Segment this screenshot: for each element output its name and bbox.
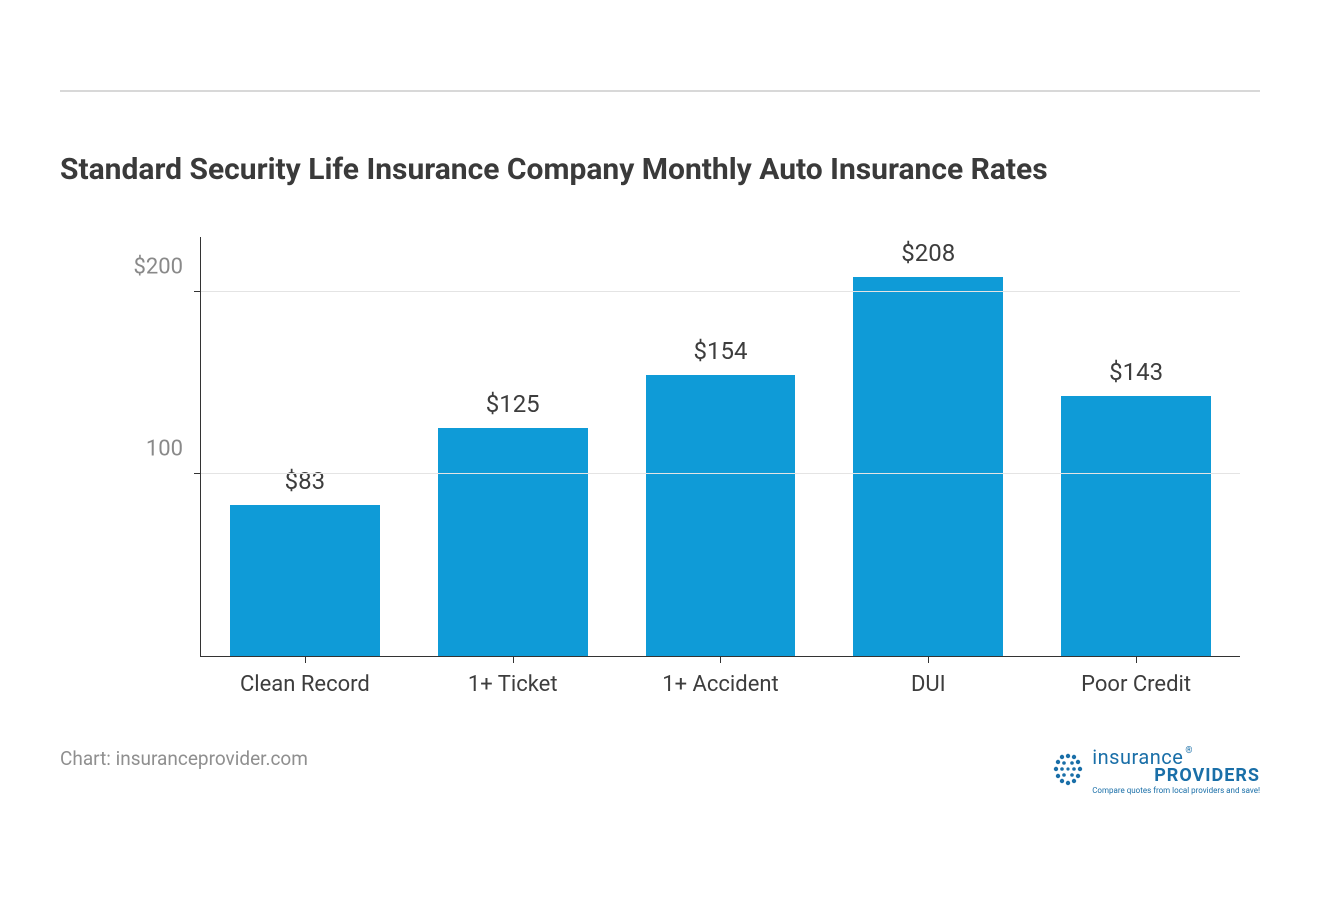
logo-text-line1: insurance <box>1092 747 1183 767</box>
bar-slot: $1251+ Ticket <box>409 237 617 656</box>
logo-dots-icon <box>1048 751 1088 791</box>
gridline <box>201 291 1240 292</box>
bar-value-label: $125 <box>486 390 540 428</box>
plot-area: $83Clean Record$1251+ Ticket$1541+ Accid… <box>200 237 1240 657</box>
xtick-label: Clean Record <box>240 656 370 697</box>
bars-container: $83Clean Record$1251+ Ticket$1541+ Accid… <box>201 237 1240 656</box>
bar: $208 <box>853 277 1003 656</box>
bar-slot: $208DUI <box>824 237 1032 656</box>
xtick-label: 1+ Accident <box>662 656 778 697</box>
bar-value-label: $208 <box>901 239 955 277</box>
bar: $143 <box>1061 396 1211 657</box>
logo-tagline: Compare quotes from local providers and … <box>1092 787 1260 795</box>
bar-slot: $143Poor Credit <box>1032 237 1240 656</box>
ytick-mark <box>194 473 201 474</box>
ytick-mark <box>194 291 201 292</box>
ytick-label: 100 <box>146 436 201 461</box>
bar-chart: $83Clean Record$1251+ Ticket$1541+ Accid… <box>120 237 1240 717</box>
bar: $125 <box>438 428 588 656</box>
chart-title: Standard Security Life Insurance Company… <box>60 152 1260 187</box>
chart-credit: Chart: insuranceprovider.com <box>60 747 308 770</box>
bar-slot: $1541+ Accident <box>617 237 825 656</box>
ytick-label: $200 <box>134 254 201 279</box>
bar: $154 <box>646 375 796 656</box>
brand-logo: insurance ® PROVIDERS Compare quotes fro… <box>1048 747 1260 795</box>
top-divider <box>60 90 1260 92</box>
bar-slot: $83Clean Record <box>201 237 409 656</box>
bar-value-label: $154 <box>694 337 748 375</box>
xtick-label: Poor Credit <box>1081 656 1191 697</box>
bar: $83 <box>230 505 380 656</box>
logo-reg-mark: ® <box>1185 747 1192 756</box>
bar-value-label: $143 <box>1109 358 1163 396</box>
xtick-label: 1+ Ticket <box>468 656 558 697</box>
xtick-label: DUI <box>911 656 946 697</box>
gridline <box>201 473 1240 474</box>
logo-text-line2: PROVIDERS <box>1092 767 1260 785</box>
